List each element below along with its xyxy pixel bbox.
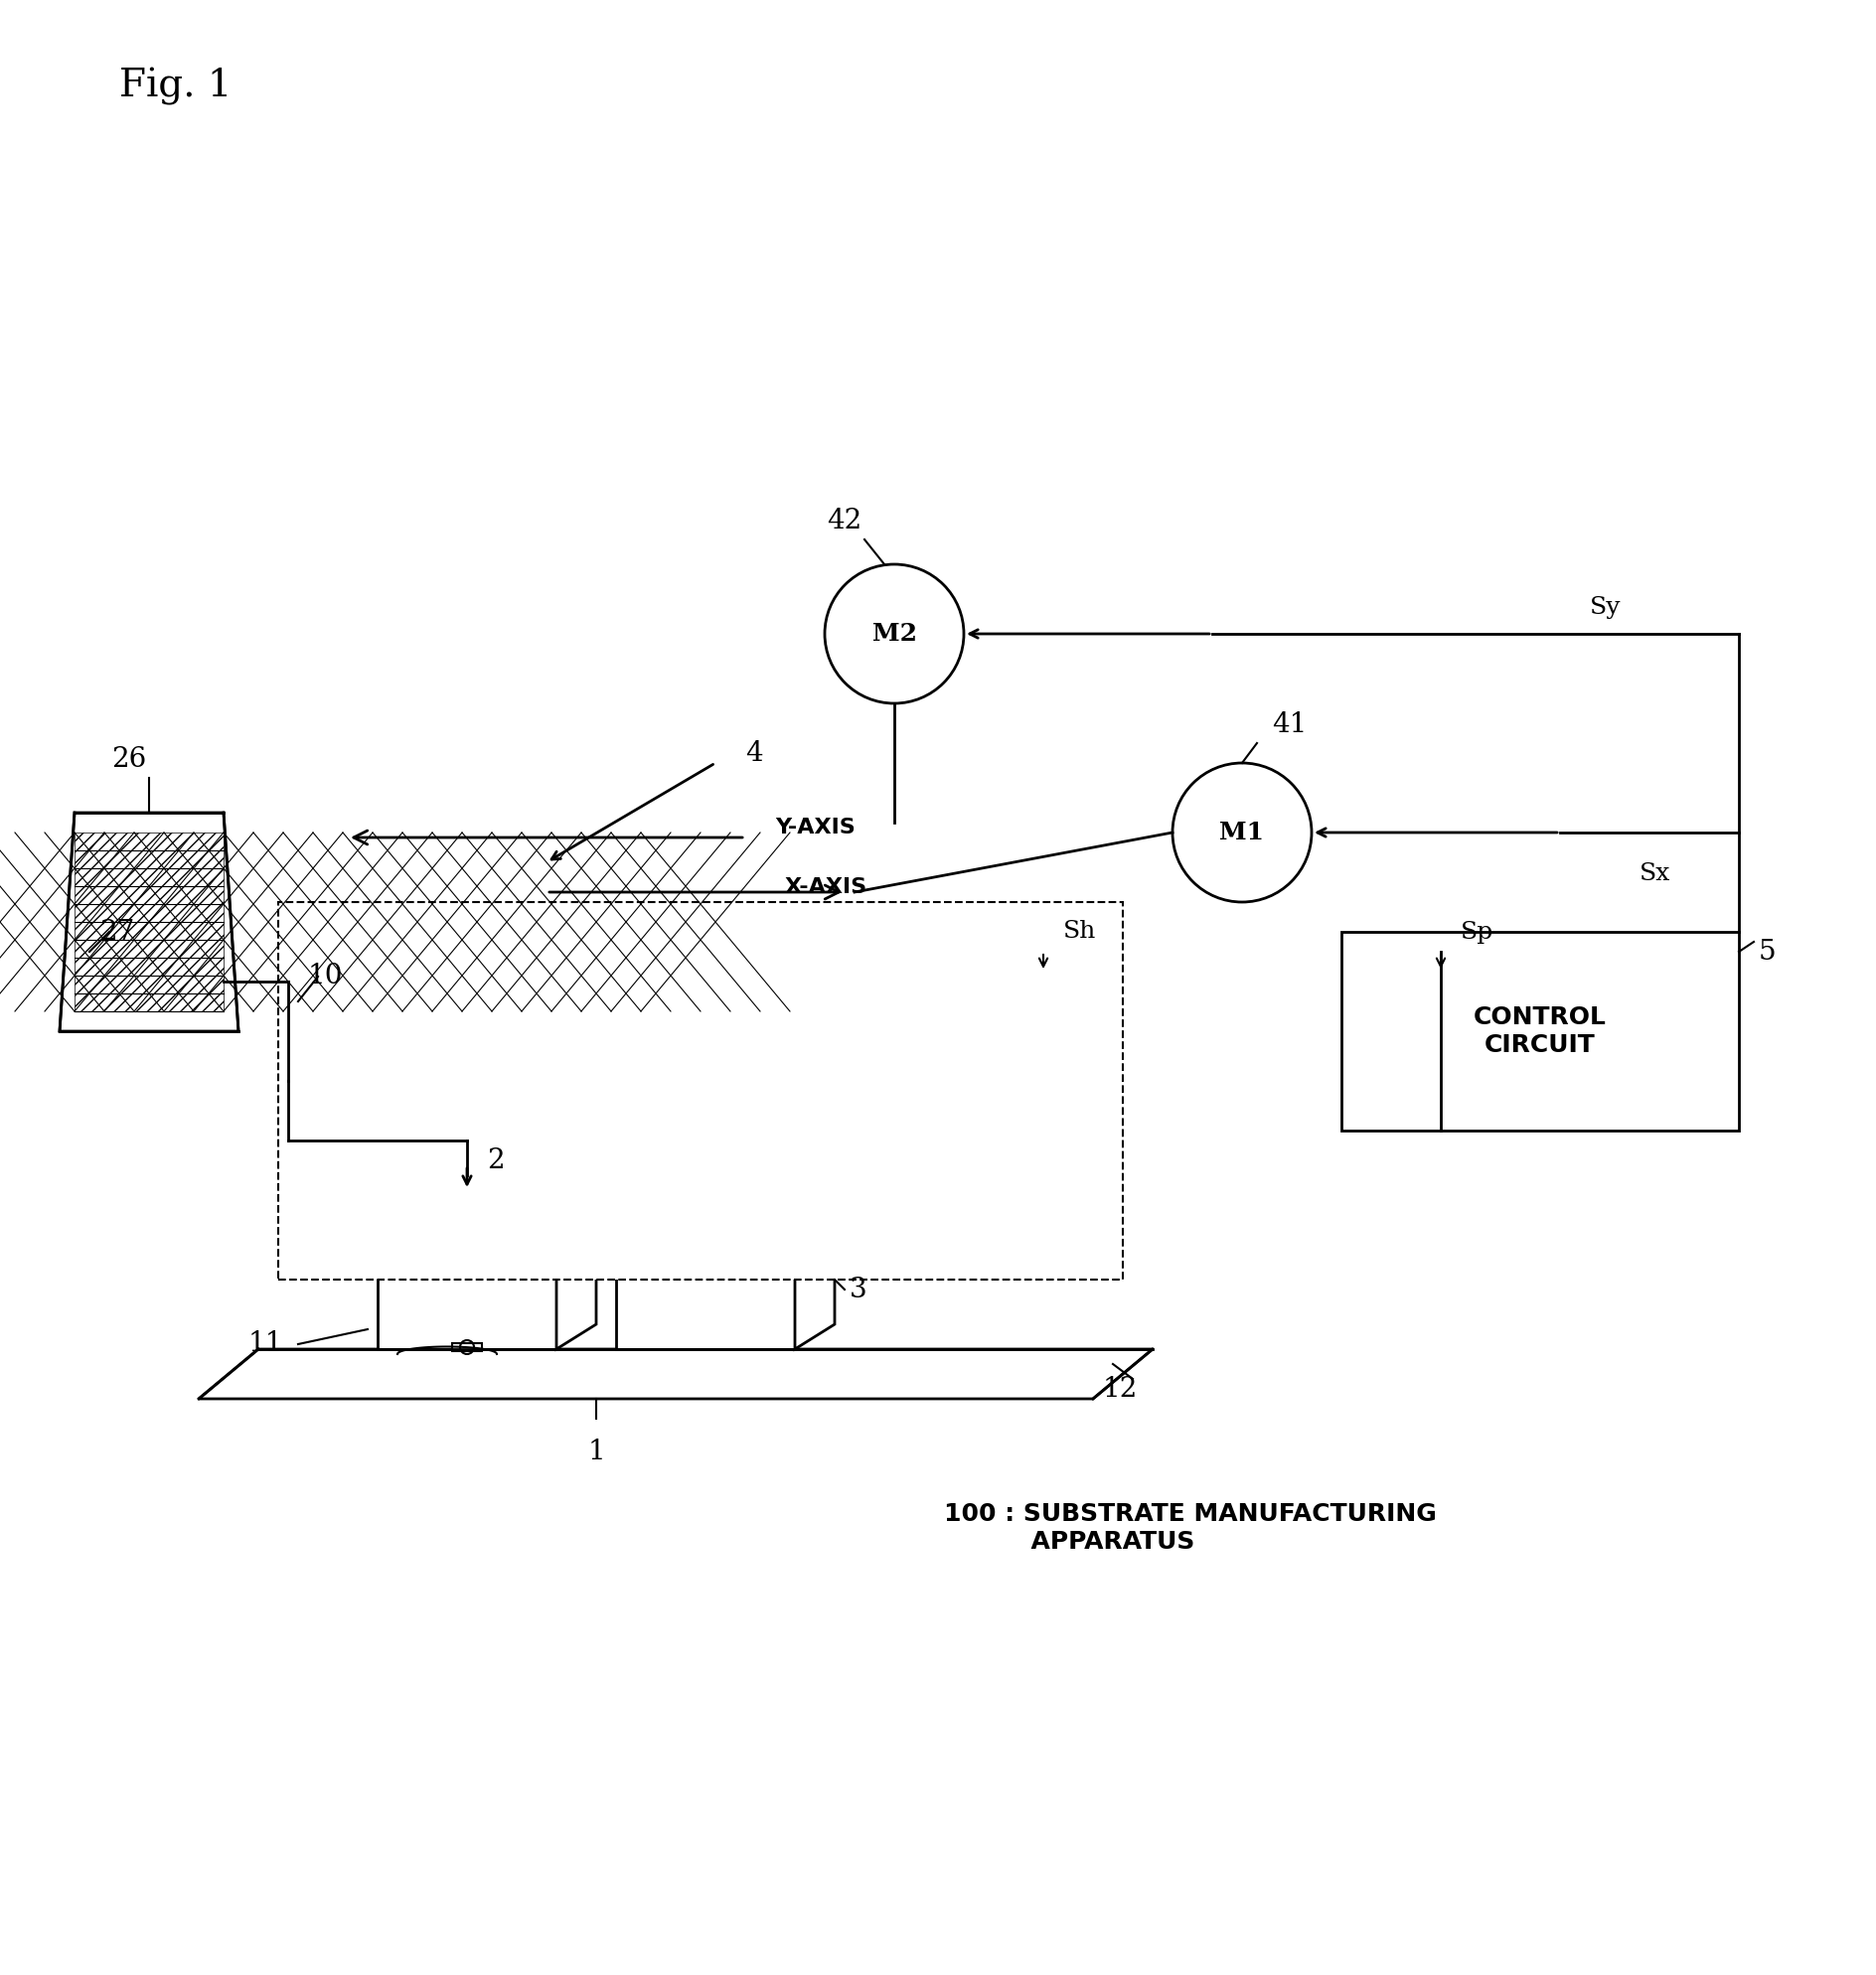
Text: 26: 26 <box>113 747 146 772</box>
Polygon shape <box>615 1175 835 1201</box>
Polygon shape <box>377 1205 597 1230</box>
Text: Sp: Sp <box>1461 920 1493 944</box>
Text: M1: M1 <box>1219 820 1264 845</box>
Text: 10: 10 <box>308 964 343 989</box>
Text: 2: 2 <box>488 1147 505 1173</box>
Text: Sy: Sy <box>1589 596 1621 618</box>
Polygon shape <box>60 812 238 1031</box>
Text: M2: M2 <box>872 622 917 646</box>
Text: 12: 12 <box>1103 1375 1139 1402</box>
Bar <box>452 1343 482 1351</box>
Text: Fig. 1: Fig. 1 <box>120 67 233 105</box>
Text: 11: 11 <box>248 1331 283 1357</box>
Text: 4: 4 <box>745 739 764 766</box>
Text: X-AXIS: X-AXIS <box>784 877 867 897</box>
Polygon shape <box>199 1349 1152 1398</box>
Bar <box>615 1201 795 1349</box>
Bar <box>278 903 1124 1280</box>
Text: 42: 42 <box>827 508 863 535</box>
Polygon shape <box>557 1205 597 1349</box>
Text: 3: 3 <box>850 1276 867 1304</box>
Text: Sh: Sh <box>1064 920 1096 944</box>
Bar <box>75 833 223 1011</box>
Bar <box>377 1230 557 1349</box>
Text: 100 : SUBSTRATE MANUFACTURING
          APPARATUS: 100 : SUBSTRATE MANUFACTURING APPARATUS <box>944 1503 1437 1554</box>
Bar <box>1341 932 1739 1130</box>
Polygon shape <box>75 833 223 1011</box>
Text: 41: 41 <box>1272 711 1308 739</box>
Text: Sx: Sx <box>1640 863 1670 885</box>
Polygon shape <box>795 1175 835 1349</box>
Text: 1: 1 <box>587 1438 604 1465</box>
Text: Y-AXIS: Y-AXIS <box>775 818 855 837</box>
Text: 27: 27 <box>99 918 135 946</box>
Text: CONTROL
CIRCUIT: CONTROL CIRCUIT <box>1475 1005 1606 1057</box>
Text: 5: 5 <box>1760 938 1777 966</box>
